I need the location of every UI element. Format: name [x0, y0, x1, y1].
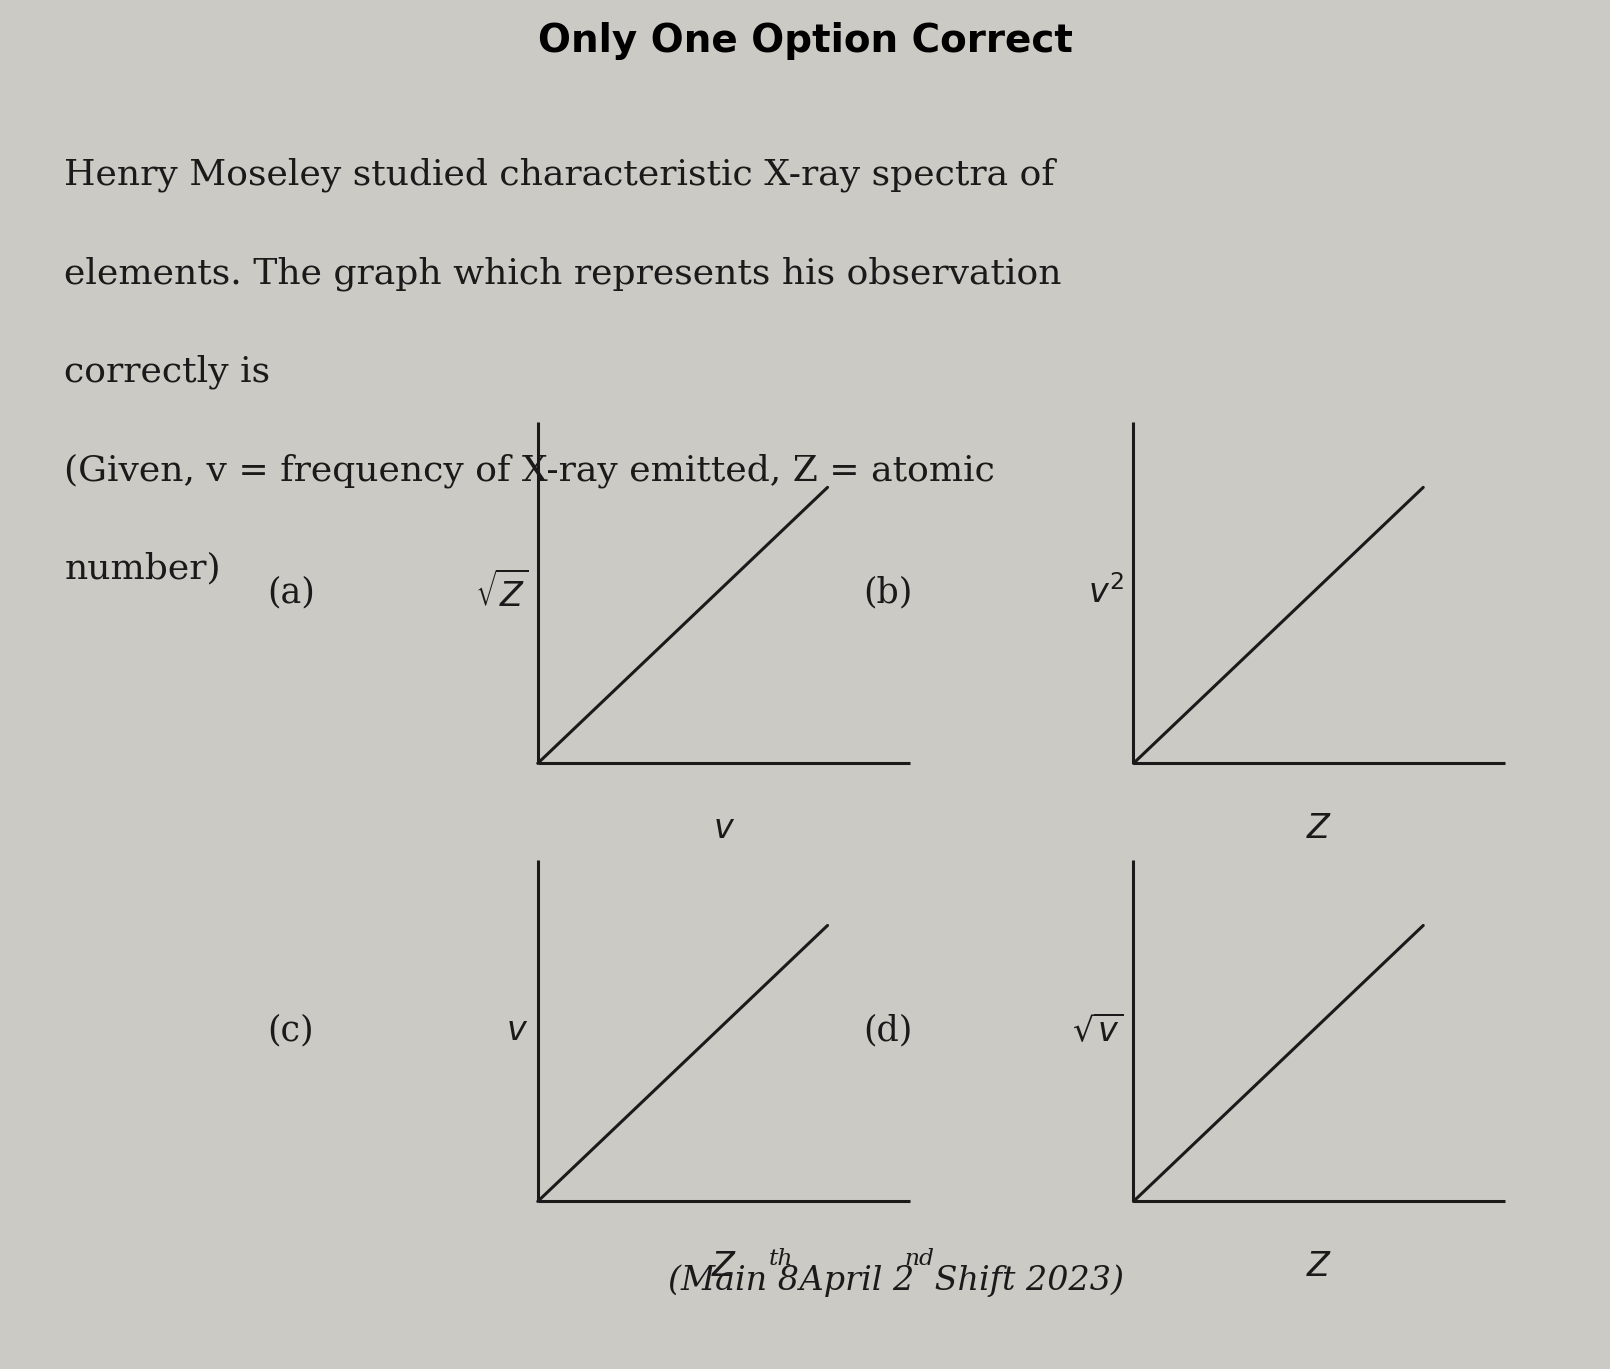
- Text: (d): (d): [863, 1014, 913, 1047]
- Text: elements. The graph which represents his observation: elements. The graph which represents his…: [64, 256, 1063, 290]
- Text: $v$: $v$: [506, 1014, 528, 1047]
- Text: $\sqrt{v}$: $\sqrt{v}$: [1072, 1014, 1124, 1047]
- Text: correctly is: correctly is: [64, 355, 270, 389]
- Text: $v^2$: $v^2$: [1088, 575, 1124, 611]
- Text: (a): (a): [267, 576, 316, 609]
- Text: April 2: April 2: [789, 1265, 914, 1296]
- Text: $Z$: $Z$: [1306, 813, 1333, 845]
- Text: number): number): [64, 552, 221, 586]
- Text: $\sqrt{Z}$: $\sqrt{Z}$: [475, 572, 528, 613]
- Text: th: th: [770, 1249, 794, 1270]
- Text: Shift 2023): Shift 2023): [924, 1264, 1124, 1296]
- Text: $v$: $v$: [713, 813, 734, 845]
- Text: Henry Moseley studied characteristic X-ray spectra of: Henry Moseley studied characteristic X-r…: [64, 157, 1055, 192]
- Text: (Given, v = frequency of X-ray emitted, Z = atomic: (Given, v = frequency of X-ray emitted, …: [64, 453, 995, 487]
- Text: nd: nd: [905, 1249, 934, 1270]
- Text: (c): (c): [267, 1014, 314, 1047]
- Text: $Z$: $Z$: [1306, 1251, 1333, 1283]
- Text: (Main 8: (Main 8: [668, 1265, 799, 1296]
- Text: (b): (b): [863, 576, 913, 609]
- Text: $Z$: $Z$: [710, 1251, 737, 1283]
- Text: Only One Option Correct: Only One Option Correct: [538, 22, 1072, 60]
